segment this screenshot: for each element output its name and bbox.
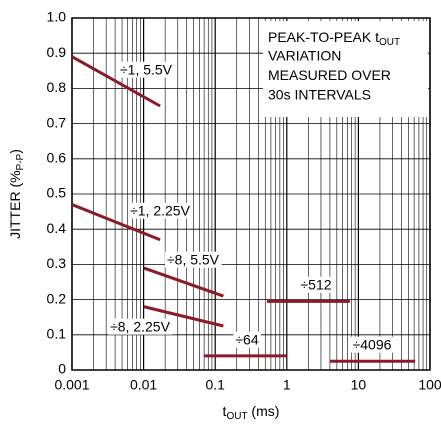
annotation-subscript: OUT: [379, 37, 400, 48]
series-label-background: [117, 61, 175, 78]
y-tick-label: 0.2: [47, 290, 67, 306]
y-tick-label: 1.0: [47, 9, 67, 25]
x-axis-label-text: (ms): [248, 403, 280, 419]
y-tick-label: 0.8: [47, 79, 67, 95]
y-axis-label-subscript: P-P: [15, 153, 26, 170]
y-tick-label: 0.7: [47, 114, 67, 130]
x-tick-label: 0.1: [205, 377, 225, 393]
annotation: MEASURED OVER: [268, 67, 391, 83]
x-axis-label: tOUT (ms): [223, 403, 280, 422]
series-line: [71, 203, 161, 242]
series-line: [143, 305, 224, 328]
y-tick-label: 0.9: [47, 44, 67, 60]
series-label-background: [108, 318, 173, 335]
series-label-background: [164, 251, 222, 268]
x-tick-label: 0.01: [130, 377, 157, 393]
series-label-background: [233, 331, 261, 348]
series-label: ÷512: [300, 277, 331, 293]
x-tick-label: 100: [418, 377, 441, 393]
series-line: [71, 55, 161, 108]
series-label: ÷8, 2.25V: [110, 319, 170, 335]
x-tick-label: 10: [351, 377, 367, 393]
x-axis-label-subscript: OUT: [226, 411, 247, 422]
series-line: [143, 266, 224, 298]
annotation-text: PEAK-TO-PEAK t: [268, 29, 379, 45]
y-tick-label: 0.4: [47, 220, 67, 236]
series-label: ÷64: [235, 332, 258, 348]
annotation-background: [263, 21, 428, 117]
annotation: 30s INTERVALS: [268, 87, 371, 103]
series-label-background: [298, 276, 334, 293]
y-tick-label: 0.3: [47, 255, 67, 271]
series-label: ÷1, 5.5V: [120, 62, 173, 78]
plot-frame: [71, 17, 431, 371]
x-tick-label: 0.001: [54, 377, 89, 393]
y-axis-label: JITTER (%P-P): [7, 149, 26, 239]
y-tick-label: 0.1: [47, 326, 67, 342]
y-axis-label-text: JITTER (%: [7, 170, 23, 238]
series-label: ÷1, 2.25V: [130, 203, 190, 219]
y-tick-label: 0.6: [47, 150, 67, 166]
series-label-background: [350, 336, 394, 353]
y-tick-label: 0.5: [47, 185, 67, 201]
x-tick-label: 1: [283, 377, 291, 393]
annotation: PEAK-TO-PEAK tOUT: [268, 29, 400, 48]
series-label-background: [128, 202, 193, 219]
x-axis-label-text: t: [223, 403, 227, 419]
y-tick-label: 0: [58, 361, 66, 377]
annotation: VARIATION: [268, 48, 341, 64]
series-label: ÷8, 5.5V: [167, 252, 220, 268]
y-axis-label-text: ): [7, 149, 23, 154]
series-label: ÷4096: [353, 337, 392, 353]
